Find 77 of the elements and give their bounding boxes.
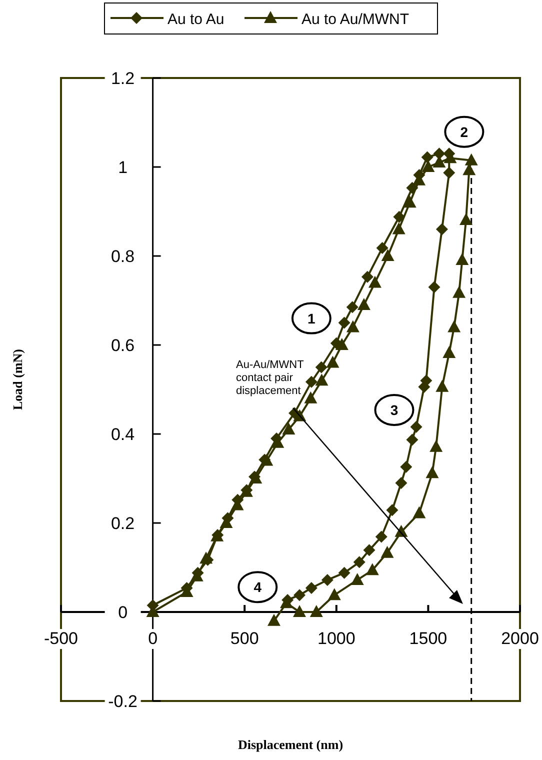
annotation: Au-Au/MWNT contact pair displacement xyxy=(236,359,304,397)
point xyxy=(395,476,408,489)
point xyxy=(380,546,394,558)
legend-label: Au to Au xyxy=(168,11,224,28)
x-axis-title: Displacement (nm) xyxy=(238,737,344,752)
point xyxy=(353,556,366,568)
x-tick-label: 1000 xyxy=(317,629,356,648)
point xyxy=(456,253,469,266)
point xyxy=(381,249,394,261)
point xyxy=(368,276,382,288)
point xyxy=(443,166,456,179)
y-tick-label: 0.4 xyxy=(110,425,135,444)
point xyxy=(400,460,412,473)
x-tick-label: 2000 xyxy=(501,629,539,648)
point xyxy=(422,160,435,172)
annotation: 1 xyxy=(308,310,316,326)
point xyxy=(403,196,416,208)
point xyxy=(426,466,439,478)
point xyxy=(442,346,456,358)
y-tick-label: -0.2 xyxy=(108,692,138,711)
point xyxy=(421,151,434,164)
point xyxy=(386,504,398,516)
point xyxy=(406,434,418,446)
point xyxy=(357,298,370,310)
point xyxy=(328,588,341,600)
point xyxy=(338,566,350,579)
point xyxy=(293,589,306,602)
point xyxy=(452,286,466,298)
point xyxy=(428,281,440,294)
point xyxy=(305,376,318,388)
point xyxy=(305,582,318,594)
point xyxy=(335,338,348,350)
point xyxy=(361,270,374,283)
point xyxy=(448,320,461,332)
y-tick-label: 1 xyxy=(118,158,128,177)
point xyxy=(393,210,406,223)
point xyxy=(292,605,306,617)
y-tick-label: 0 xyxy=(118,603,128,622)
point xyxy=(315,361,328,374)
y-axis-title: Load (mN) xyxy=(10,348,25,410)
point xyxy=(462,163,476,176)
point xyxy=(376,242,388,254)
x-tick-label: -500 xyxy=(44,629,78,648)
point xyxy=(350,572,364,585)
y-tick-label: 0.6 xyxy=(110,336,135,355)
point xyxy=(363,544,376,556)
point xyxy=(436,223,448,236)
point xyxy=(321,574,334,586)
point xyxy=(315,374,328,386)
point xyxy=(346,301,358,314)
point xyxy=(310,605,323,617)
y-tick-label: 1.2 xyxy=(110,69,135,88)
point xyxy=(464,153,478,166)
point xyxy=(460,212,473,225)
point xyxy=(430,440,443,452)
annotation: 3 xyxy=(390,402,398,418)
annotation: 2 xyxy=(460,124,468,140)
y-tick-label: 0.8 xyxy=(110,247,135,266)
point xyxy=(326,356,340,368)
point xyxy=(260,454,274,466)
point xyxy=(282,422,296,435)
legend-label: Au to Au/MWNT xyxy=(302,11,410,28)
point xyxy=(346,320,360,332)
annotation: 4 xyxy=(254,579,262,596)
x-tick-label: 0 xyxy=(148,629,158,648)
point xyxy=(366,563,379,576)
point xyxy=(410,420,422,433)
point xyxy=(436,380,449,392)
point xyxy=(412,506,426,518)
x-tick-label: 500 xyxy=(230,629,259,648)
point xyxy=(392,222,406,234)
point xyxy=(375,530,388,543)
x-tick-label: 1500 xyxy=(409,629,448,648)
y-tick-label: 0.2 xyxy=(110,514,135,533)
point xyxy=(304,391,318,404)
point xyxy=(267,614,280,626)
point xyxy=(338,316,350,329)
